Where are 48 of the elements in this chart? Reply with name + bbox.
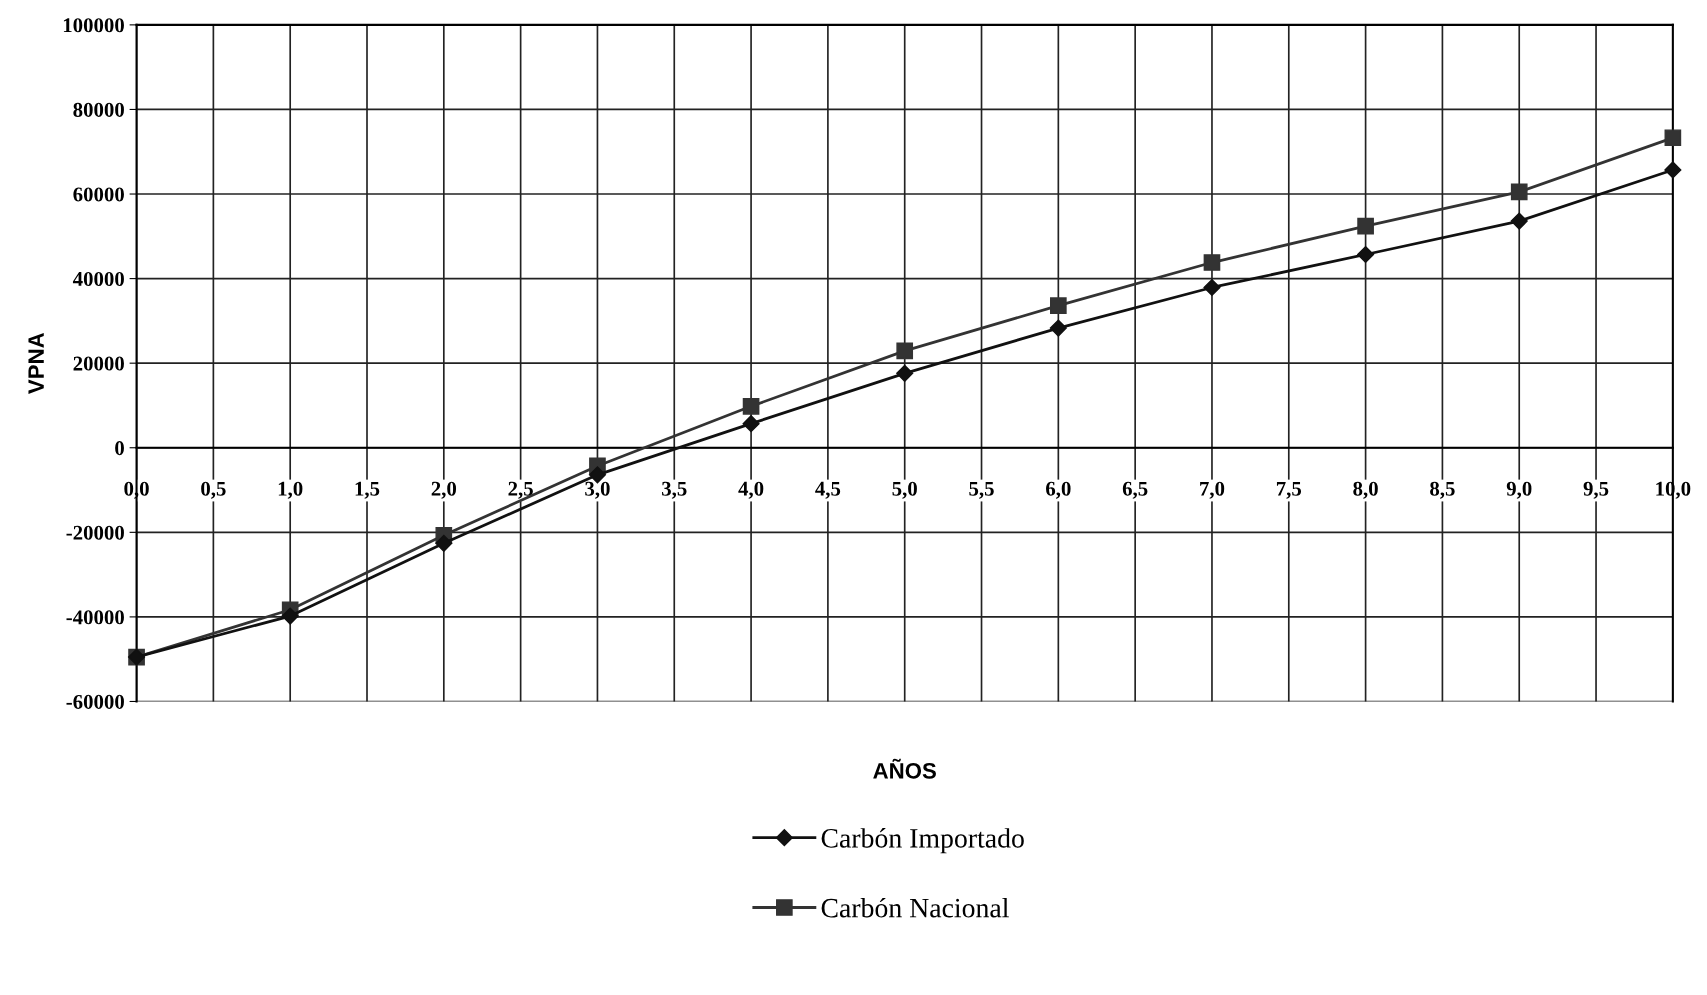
x-tick-label: 4,5 bbox=[815, 481, 841, 499]
point bbox=[742, 415, 760, 433]
x-axis-title: AÑOS bbox=[873, 758, 936, 779]
legend-label: Carbón Nacional bbox=[821, 897, 1009, 918]
x-tick-label: 0,5 bbox=[201, 481, 226, 499]
y-axis-title: VPNA bbox=[28, 332, 44, 394]
y-tick-label: 20000 bbox=[73, 356, 124, 371]
point bbox=[896, 342, 914, 360]
point bbox=[435, 534, 453, 552]
y-tick-label: -40000 bbox=[66, 610, 124, 625]
x-tick-label: 6,0 bbox=[1046, 481, 1071, 499]
x-tick-label: 9,5 bbox=[1583, 481, 1609, 499]
x-tick-label: 9,0 bbox=[1506, 481, 1532, 499]
x-tick-label: 1,0 bbox=[278, 481, 303, 499]
x-tick-label: 2,0 bbox=[431, 481, 457, 499]
point bbox=[1203, 278, 1221, 297]
point bbox=[1049, 319, 1067, 337]
x-tick-label: 8,0 bbox=[1353, 481, 1378, 499]
point bbox=[896, 364, 914, 382]
x-tick-label: 5,5 bbox=[969, 481, 994, 499]
y-tick-label: -20000 bbox=[66, 525, 124, 540]
y-tick-label: 40000 bbox=[72, 271, 124, 287]
x-tick-label: 8,5 bbox=[1430, 481, 1455, 499]
y-tick-label: 100000 bbox=[63, 18, 124, 33]
point bbox=[281, 607, 299, 625]
y-tick-label: -60000 bbox=[66, 694, 124, 709]
point bbox=[1664, 161, 1682, 179]
y-tick-label: 80000 bbox=[73, 102, 124, 117]
x-tick-label: 1,5 bbox=[355, 481, 380, 499]
point bbox=[742, 397, 760, 415]
x-tick-label: 6,5 bbox=[1122, 481, 1148, 499]
point bbox=[1357, 245, 1375, 264]
point bbox=[1357, 217, 1374, 235]
x-tick-label: 3,5 bbox=[662, 481, 687, 499]
x-tick-label: 5,0 bbox=[892, 481, 917, 499]
point bbox=[1050, 297, 1067, 314]
x-tick-label: 7,0 bbox=[1200, 481, 1225, 499]
point bbox=[1664, 129, 1682, 147]
x-tick-label: 2,5 bbox=[508, 481, 533, 499]
y-tick-label: 0 bbox=[115, 441, 124, 456]
x-tick-label: 3,0 bbox=[585, 481, 610, 499]
x-tick-label: 4,0 bbox=[738, 481, 764, 499]
x-tick-label: 7,5 bbox=[1276, 481, 1302, 499]
point bbox=[1510, 212, 1528, 230]
point bbox=[1203, 254, 1221, 271]
legend-label: Carbón Importado bbox=[821, 828, 1024, 854]
point bbox=[1510, 183, 1528, 201]
y-tick-label: 60000 bbox=[73, 187, 124, 202]
